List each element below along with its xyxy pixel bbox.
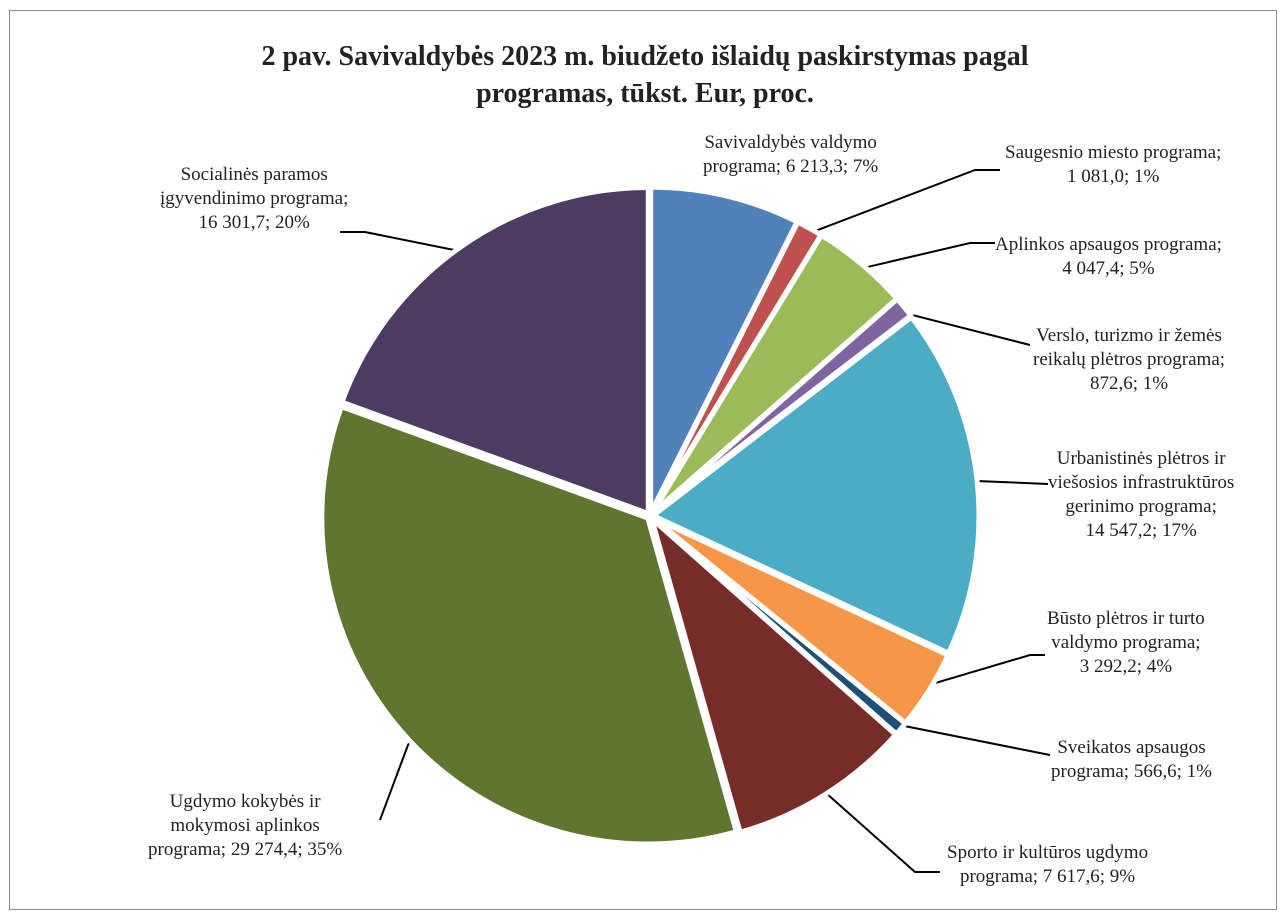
slice-label-line: 14 547,2; 17% — [1085, 520, 1197, 541]
slice-label-line: Būsto plėtros ir turto — [1047, 608, 1205, 629]
slice-label-line: Ugdymo kokybės ir — [169, 791, 321, 812]
slice-label-busto-pletros: Būsto plėtros ir turto valdymo programa;… — [1047, 607, 1205, 679]
slice-label-line: 1 081,0; 1% — [1067, 166, 1160, 187]
slice-label-line: programa; 6 213,3; 7% — [703, 156, 879, 177]
slice-label-line: programa; 566,6; 1% — [1051, 761, 1212, 782]
slice-label-line: 4 047,4; 5% — [1062, 258, 1155, 279]
leader-line-aplinkos-apsaugos — [856, 242, 995, 271]
leader-line-socialines-paramos — [340, 231, 466, 254]
leader-line-verslo-turizmo — [898, 310, 1031, 346]
leader-line-sporto-kulturos — [820, 787, 940, 873]
slice-label-line: viešosios infrastruktūros — [1048, 472, 1235, 493]
slice-label-line: Aplinkos apsaugos programa; — [995, 234, 1222, 255]
slice-label-line: Sveikatos apsaugos — [1057, 737, 1206, 758]
slice-label-line: valdymo programa; — [1051, 632, 1201, 653]
slice-label-line: reikalų plėtros programa; — [1033, 349, 1226, 370]
slice-label-line: Saugesnio miesto programa; — [1005, 142, 1222, 163]
slice-label-line: Savivaldybės valdymo — [704, 132, 877, 153]
slice-label-line: Urbanistinės plėtros ir — [1056, 448, 1226, 469]
slice-label-line: 872,6; 1% — [1089, 373, 1169, 394]
slice-label-line: gerinimo programa; — [1065, 496, 1217, 517]
pie-slice-socialines-paramos — [339, 185, 651, 517]
slice-label-line: Sporto ir kultūros ugdymo — [947, 842, 1149, 863]
leader-line-saugesnio-miesto — [805, 169, 1000, 236]
slice-label-line: 3 292,2; 4% — [1079, 656, 1173, 677]
slice-label-sveikatos-apsaugos: Sveikatos apsaugos programa; 566,6; 1% — [1051, 736, 1212, 784]
chart-title-line-2: programas, tūkst. Eur, proc. — [476, 78, 814, 109]
pie-slice-ugdymo-kokybes — [319, 404, 739, 847]
pie-slice-savivaldybes-valdymo — [648, 184, 800, 516]
chart-title: 2 pav. Savivaldybės 2023 m. biudžeto išl… — [0, 38, 1283, 112]
pie-slice-sporto-kulturos — [649, 516, 899, 835]
slice-label-line: Socialinės paramos — [180, 164, 328, 185]
slice-label-socialines-paramos: Socialinės paramos įgyvendinimo programa… — [160, 163, 348, 235]
slice-label-savivaldybes-valdymo: Savivaldybės valdymo programa; 6 213,3; … — [703, 131, 878, 179]
slice-label-saugesnio-miesto: Saugesnio miesto programa; 1 081,0; 1% — [1005, 141, 1221, 189]
leader-line-ugdymo-kokybes — [379, 734, 415, 821]
pie-slice-urbanistines-pletros — [650, 314, 982, 656]
slice-label-line: Verslo, turizmo ir žemės — [1036, 325, 1222, 346]
slice-label-line: programa; 7 617,6; 9% — [959, 866, 1136, 887]
slice-label-ugdymo-kokybes: Ugdymo kokybės ir mokymosi aplinkos prog… — [148, 790, 342, 862]
leader-line-urbanistines-pletros — [970, 479, 1049, 485]
slice-label-verslo-turizmo: Verslo, turizmo ir žemės reikalų plėtros… — [1033, 324, 1225, 396]
leader-line-sveikatos-apsaugos — [895, 723, 1051, 756]
slice-label-sporto-kulturos: Sporto ir kultūros ugdymo programa; 7 61… — [947, 841, 1148, 889]
slice-label-urbanistines-pletros: Urbanistinės plėtros ir viešosios infras… — [1048, 447, 1234, 543]
slice-label-line: įgyvendinimo programa; — [160, 188, 349, 209]
slice-label-line: mokymosi aplinkos — [170, 815, 320, 836]
chart-title-line-1: 2 pav. Savivaldybės 2023 m. biudžeto išl… — [261, 41, 1029, 72]
slice-label-line: programa; 29 274,4; 35% — [148, 839, 343, 860]
slice-label-line: 16 301,7; 20% — [198, 212, 310, 233]
slice-label-aplinkos-apsaugos: Aplinkos apsaugos programa; 4 047,4; 5% — [995, 233, 1222, 281]
leader-line-busto-pletros — [922, 654, 1045, 688]
